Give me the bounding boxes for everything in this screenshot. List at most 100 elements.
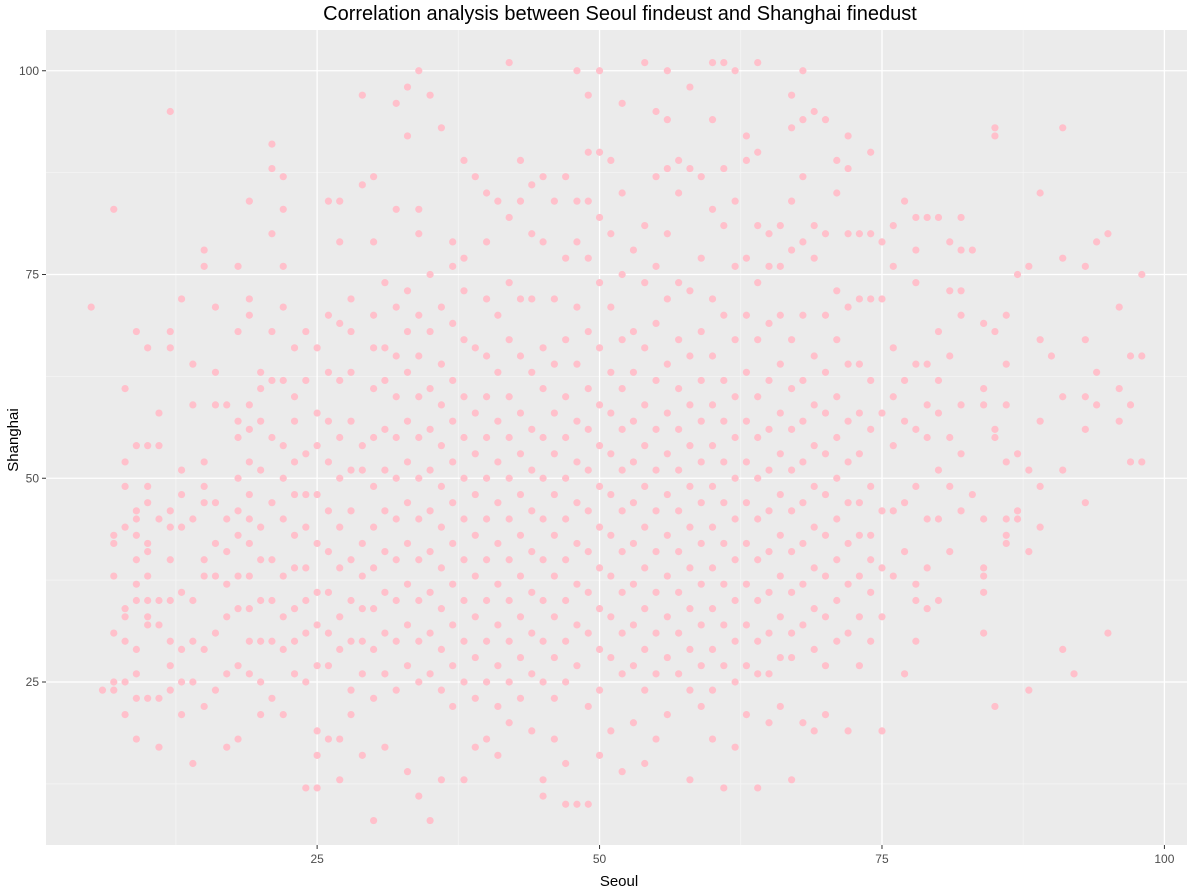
data-point <box>731 556 739 564</box>
data-point <box>708 523 717 531</box>
data-point <box>810 442 818 450</box>
data-point <box>573 580 581 588</box>
data-point <box>754 393 762 401</box>
data-point <box>720 164 728 173</box>
data-point <box>347 466 355 474</box>
data-point <box>754 784 762 792</box>
data-point <box>573 800 581 808</box>
data-point <box>528 727 536 735</box>
data-point <box>370 645 378 654</box>
data-point <box>505 719 513 727</box>
data-point <box>765 319 773 327</box>
data-point <box>471 531 479 539</box>
data-point <box>991 124 999 132</box>
data-point <box>788 507 796 515</box>
data-point <box>708 482 717 490</box>
data-point <box>403 768 412 776</box>
data-point <box>482 556 491 564</box>
data-point <box>437 645 445 654</box>
data-point <box>505 213 513 222</box>
data-point <box>607 727 615 735</box>
data-point <box>720 311 728 319</box>
data-point <box>844 539 852 548</box>
data-point <box>268 140 276 148</box>
data-point <box>867 295 875 303</box>
data-point <box>279 303 287 311</box>
data-point <box>539 776 547 784</box>
data-point <box>144 613 152 621</box>
data-point <box>1002 360 1010 368</box>
data-point <box>132 556 140 564</box>
data-point <box>482 238 491 246</box>
data-point <box>110 629 118 637</box>
data-point <box>144 344 152 352</box>
data-point <box>742 580 751 588</box>
data-point <box>799 621 807 629</box>
data-point <box>968 490 976 499</box>
data-point <box>1047 352 1056 360</box>
data-point <box>482 352 491 360</box>
data-point <box>1002 311 1010 319</box>
y-tick-label: 50 <box>26 471 40 485</box>
data-point <box>1002 458 1010 466</box>
data-point <box>878 564 886 572</box>
data-point <box>788 246 796 254</box>
data-point <box>449 376 457 385</box>
data-point <box>528 425 536 433</box>
data-point <box>663 164 671 173</box>
data-point <box>449 580 457 588</box>
data-point <box>110 205 118 213</box>
data-point <box>211 499 220 507</box>
data-point <box>415 205 423 213</box>
data-point <box>437 482 445 490</box>
data-point <box>562 336 570 344</box>
data-point <box>234 417 242 425</box>
data-point <box>132 442 140 450</box>
data-point <box>268 433 276 442</box>
data-point <box>279 515 287 523</box>
data-point <box>708 116 717 124</box>
data-point <box>1036 417 1044 425</box>
data-point <box>742 458 751 466</box>
data-point <box>900 548 909 556</box>
data-point <box>200 246 208 254</box>
data-point <box>584 588 592 596</box>
data-point <box>144 548 152 556</box>
data-point <box>155 515 163 523</box>
data-point <box>324 629 333 637</box>
data-point <box>821 662 830 670</box>
data-point <box>437 442 445 450</box>
data-point <box>494 662 502 670</box>
data-point <box>189 360 197 368</box>
data-point <box>223 670 231 678</box>
data-point <box>392 205 400 213</box>
data-point <box>268 499 276 507</box>
data-point <box>584 197 592 205</box>
data-point <box>742 132 751 140</box>
data-point <box>1126 458 1135 466</box>
data-point <box>663 360 671 368</box>
data-point <box>675 507 683 515</box>
data-point <box>189 596 197 605</box>
data-point <box>788 548 796 556</box>
data-point <box>347 417 355 425</box>
data-point <box>539 238 547 246</box>
data-point <box>505 336 513 344</box>
data-point <box>370 523 378 531</box>
data-point <box>675 629 683 637</box>
data-point <box>562 556 570 564</box>
data-point <box>234 572 242 580</box>
data-point <box>765 548 773 556</box>
data-point <box>200 702 208 711</box>
data-point <box>720 784 728 792</box>
data-point <box>336 523 344 531</box>
data-point <box>934 409 943 417</box>
data-point <box>245 490 253 499</box>
data-point <box>731 515 739 523</box>
data-point <box>776 653 784 662</box>
data-point <box>550 360 558 368</box>
data-point <box>765 262 773 270</box>
data-point <box>878 727 886 735</box>
data-point <box>776 450 784 458</box>
data-point <box>618 507 626 515</box>
